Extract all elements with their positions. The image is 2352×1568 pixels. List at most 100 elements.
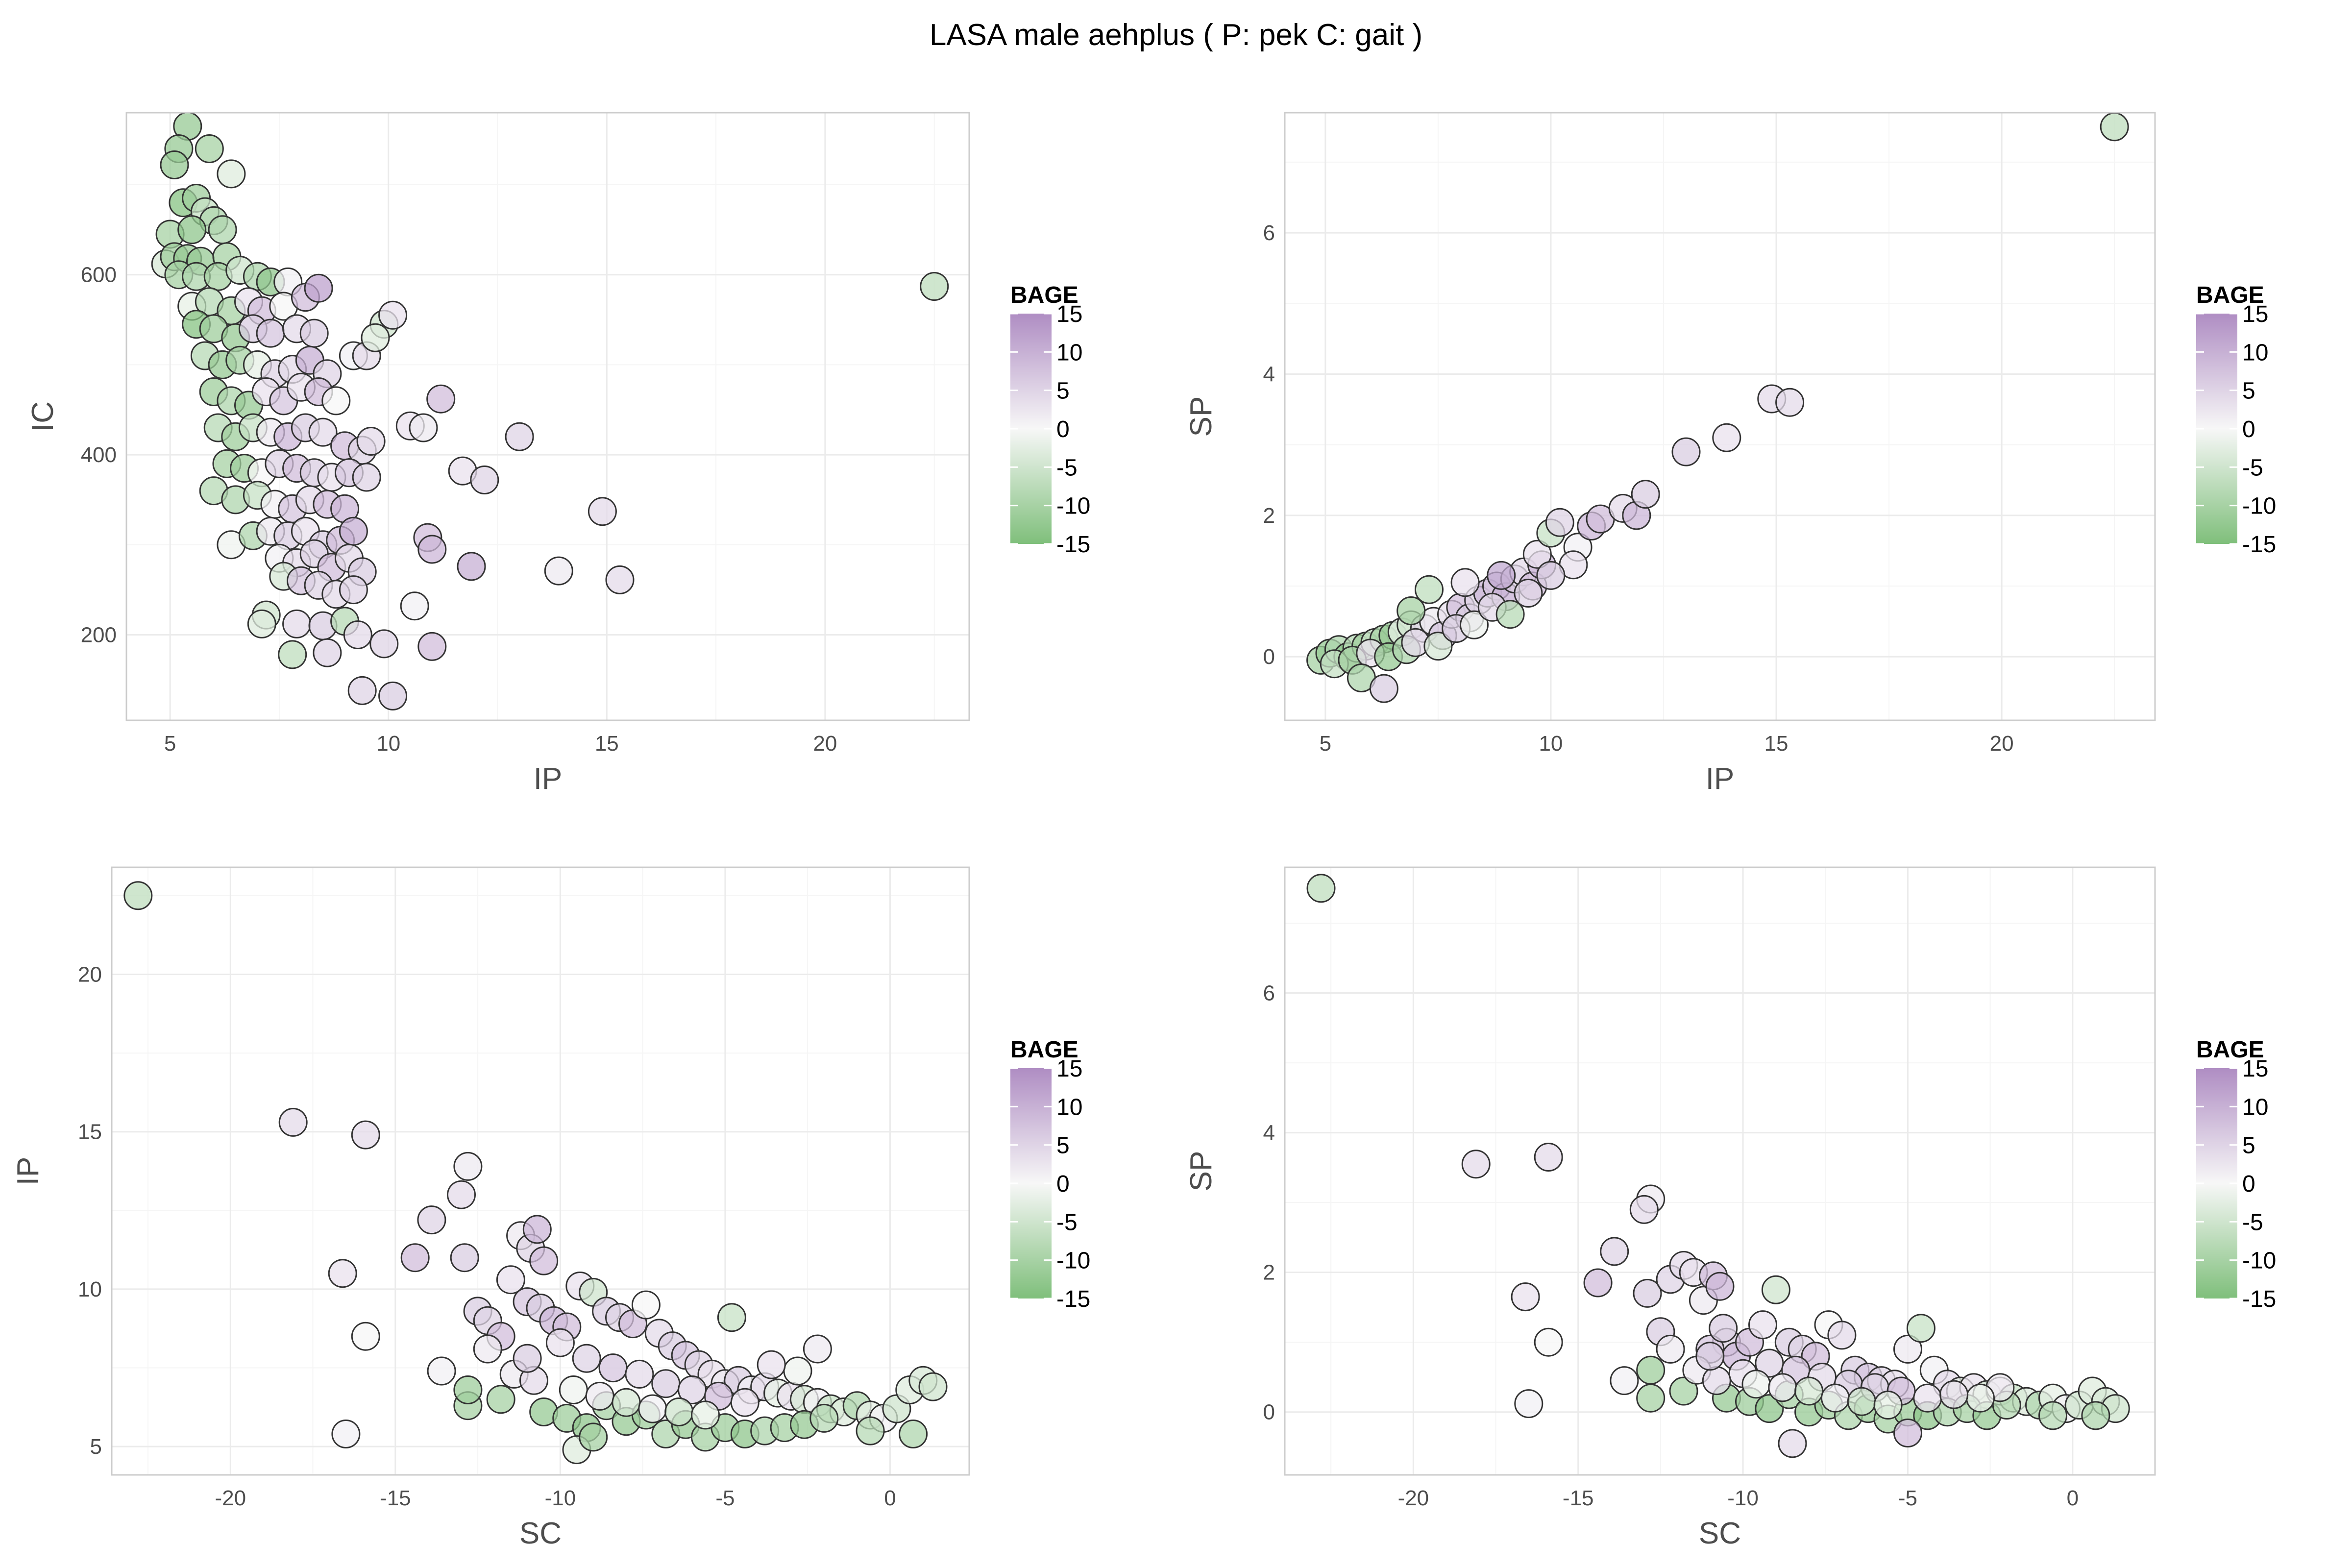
x-tick-label: -20 — [215, 1486, 246, 1510]
legend-label: -5 — [1056, 1209, 1078, 1235]
x-tick-label: 15 — [1764, 732, 1788, 756]
x-tick-label: -15 — [380, 1486, 411, 1510]
x-axis-label: SC — [519, 1517, 562, 1550]
scatter-point — [1712, 423, 1741, 452]
scatter-point — [1631, 480, 1660, 509]
legend-label: -10 — [2242, 493, 2276, 519]
scatter-point — [361, 323, 390, 352]
scatter-point — [400, 591, 429, 621]
scatter-point — [1511, 1282, 1540, 1312]
legend-label: 5 — [1056, 378, 1070, 404]
legend-label: 15 — [2242, 301, 2268, 327]
scatter-point — [1761, 1275, 1790, 1304]
scatter-point — [1748, 1310, 1777, 1340]
x-tick-label: 0 — [2067, 1486, 2079, 1510]
y-axis-label: SP — [1184, 1151, 1218, 1192]
scatter-point — [1671, 437, 1701, 466]
legend-label: 10 — [2242, 1094, 2268, 1120]
scatter-point — [177, 215, 207, 245]
y-tick-label: 4 — [1263, 362, 1275, 386]
scatter-point — [496, 1265, 525, 1295]
scatter-point — [522, 1215, 552, 1244]
legend-label: -5 — [2242, 455, 2263, 481]
scatter-point — [217, 159, 246, 189]
scatter-point — [1545, 508, 1574, 537]
legend-label: -15 — [2242, 1286, 2276, 1312]
legend-title: BAGE — [2196, 282, 2264, 308]
scatter-point — [1600, 1237, 1629, 1266]
panel-border — [1284, 866, 2156, 1476]
y-tick-label: 2 — [1263, 1261, 1275, 1285]
y-tick-label: 20 — [78, 962, 102, 986]
scatter-point — [1306, 874, 1336, 903]
scatter-point — [1913, 1383, 1942, 1413]
scatter-point — [351, 1322, 380, 1351]
scatter-point — [1939, 1380, 1969, 1409]
scatter-point — [1633, 1278, 1662, 1308]
scatter-point — [457, 552, 486, 581]
scatter-point — [664, 1397, 694, 1426]
legend-label: -10 — [1056, 1248, 1090, 1274]
legend-label: -10 — [2242, 1248, 2276, 1274]
x-tick-label: 20 — [813, 732, 837, 756]
scatter-point — [545, 1328, 575, 1357]
scatter-point — [417, 535, 447, 564]
scatter-point — [1873, 1391, 1903, 1420]
x-axis-label: IP — [1706, 762, 1735, 796]
legend-label: 15 — [2242, 1056, 2268, 1082]
legend-label: 5 — [2242, 1133, 2255, 1159]
legend-title: BAGE — [2196, 1037, 2264, 1063]
scatter-point — [1610, 1366, 1639, 1396]
scatter-point — [588, 497, 617, 526]
scatter-point — [450, 1243, 479, 1273]
scatter-point — [369, 629, 399, 659]
x-tick-label: 20 — [1990, 732, 2014, 756]
scatter-point — [1636, 1383, 1666, 1413]
scatter-point — [1768, 1373, 1797, 1402]
scatter-point — [453, 1375, 483, 1404]
legend-label: -15 — [1056, 1286, 1090, 1312]
scatter-point — [256, 318, 285, 348]
legend-label: 15 — [1056, 301, 1082, 327]
scatter-point — [417, 1205, 446, 1235]
scatter-point — [1461, 1150, 1491, 1179]
legend-title: BAGE — [1010, 1037, 1078, 1063]
y-tick-label: 6 — [1263, 981, 1275, 1005]
scatter-point — [1755, 1394, 1784, 1423]
scatter-point — [809, 1403, 839, 1433]
scatter-point — [427, 1356, 456, 1386]
scatter-point — [356, 427, 386, 456]
y-tick-label: 5 — [90, 1435, 102, 1459]
scatter-point — [1522, 539, 1552, 569]
x-tick-label: 15 — [595, 732, 619, 756]
scatter-point — [691, 1400, 720, 1430]
x-tick-label: 10 — [1539, 732, 1563, 756]
scatter-point — [2081, 1401, 2110, 1430]
scatter-point — [208, 215, 237, 245]
y-tick-label: 600 — [81, 263, 117, 287]
scatter-point — [278, 1107, 308, 1137]
scatter-point — [757, 1350, 786, 1379]
scatter-point — [1827, 1321, 1857, 1350]
scatter-point — [378, 300, 408, 330]
scatter-point — [1629, 1195, 1659, 1224]
x-tick-label: -10 — [1727, 1486, 1759, 1510]
scatter-point — [304, 273, 333, 303]
x-tick-label: -20 — [1398, 1486, 1429, 1510]
scatter-point — [426, 384, 456, 414]
scatter-point — [1695, 1342, 1725, 1371]
scatter-point — [783, 1356, 812, 1386]
legend-title: BAGE — [1010, 282, 1078, 308]
legend-label: 15 — [1056, 1056, 1082, 1082]
scatter-point — [1450, 568, 1480, 597]
legend-label: 0 — [1056, 1171, 1070, 1197]
scatter-point — [339, 516, 368, 546]
x-tick-label: -15 — [1563, 1486, 1594, 1510]
scatter-point — [1669, 1376, 1698, 1406]
scatter-point — [470, 466, 499, 494]
scatter-point — [513, 1344, 542, 1373]
